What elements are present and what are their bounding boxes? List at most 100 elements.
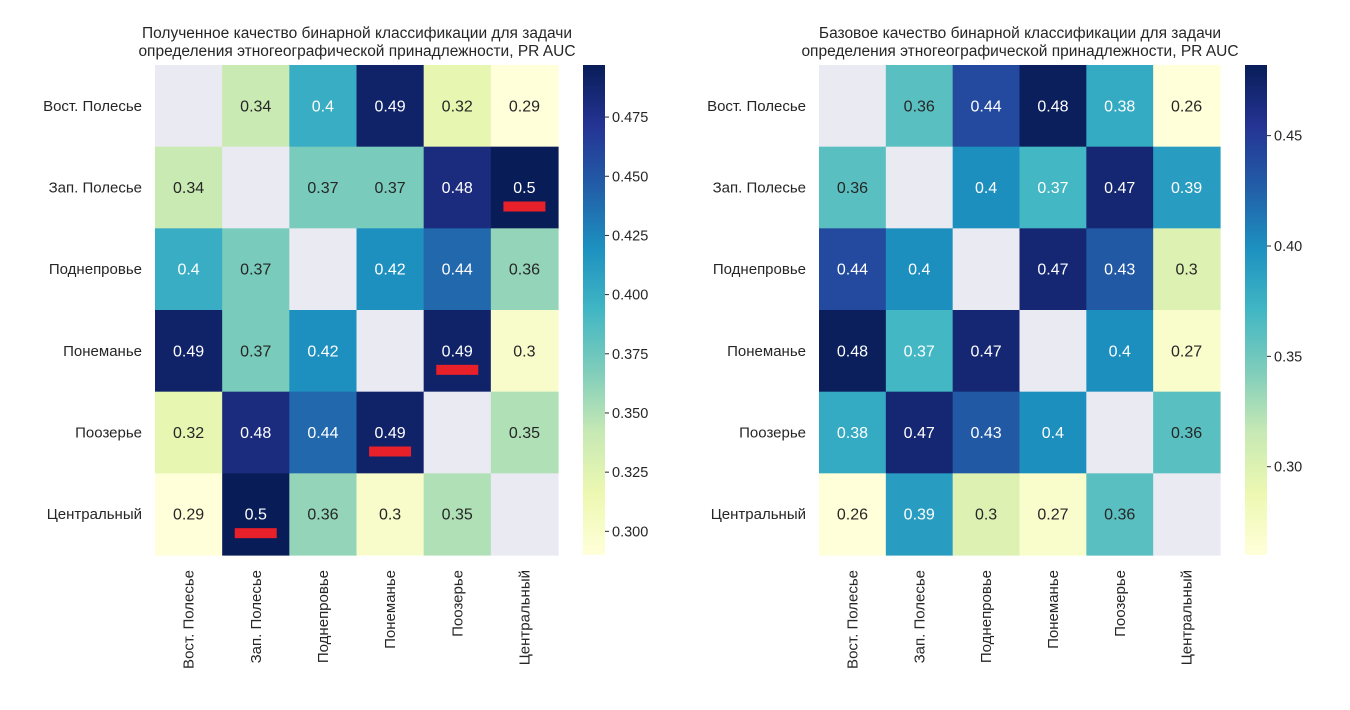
cell-value-label: 0.26 [1171, 98, 1202, 115]
heatmap-cell [222, 228, 290, 311]
heatmap-cell [356, 65, 425, 148]
cell-value-label: 0.49 [442, 343, 473, 360]
cell-value-label: 0.3 [975, 507, 997, 524]
row-tick-label: Понеманье [63, 343, 142, 360]
heatmap-cell [1086, 391, 1154, 474]
cell-value-label: 0.29 [173, 507, 204, 524]
heatmap-cell [952, 391, 1021, 474]
cell-value-label: 0.43 [971, 425, 1002, 442]
heatmap-cell [356, 310, 425, 393]
cell-value-label: 0.4 [1109, 343, 1131, 360]
heatmap-cell [1086, 146, 1154, 229]
cell-value-label: 0.36 [1104, 507, 1135, 524]
cell-value-label: 0.36 [1171, 425, 1202, 442]
colorbar-tick-label: 0.450 [612, 169, 648, 185]
cell-value-label: 0.3 [1175, 262, 1197, 279]
row-tick-label: Поднепровье [713, 261, 806, 278]
heatmap-cell [819, 65, 887, 148]
heatmap-cell [356, 391, 425, 474]
colorbar [583, 65, 605, 555]
heatmap-cell [1153, 228, 1221, 311]
cell-value-label: 0.36 [904, 98, 935, 115]
heatmap-cell [490, 473, 559, 556]
heatmap-cell [222, 146, 290, 229]
heatmap-cell [423, 228, 492, 311]
cell-value-label: 0.47 [1037, 262, 1068, 279]
row-tick-label: Поозерье [739, 425, 806, 442]
colorbar-tick-label: 0.350 [612, 406, 648, 422]
cell-value-label: 0.4 [908, 262, 930, 279]
cell-value-label: 0.5 [245, 507, 267, 524]
highlight-marker [369, 446, 412, 457]
column-tick-label: Поозерье [1112, 570, 1129, 637]
colorbar-tick-label: 0.375 [612, 347, 648, 363]
cell-value-label: 0.49 [173, 343, 204, 360]
heatmap-cell [155, 310, 223, 393]
heatmap-cell [1086, 228, 1154, 311]
cell-value-label: 0.34 [240, 98, 271, 115]
heatmap-cell [490, 391, 559, 474]
cell-value-label: 0.42 [375, 262, 406, 279]
heatmap-cell [289, 228, 358, 311]
heatmap-cell [1019, 146, 1087, 229]
colorbar-tick-label: 0.45 [1274, 129, 1302, 145]
cell-value-label: 0.36 [509, 262, 540, 279]
heatmap-cell [423, 473, 492, 556]
heatmap-cell [952, 310, 1021, 393]
cell-value-label: 0.43 [1104, 262, 1135, 279]
heatmap-cell [356, 146, 425, 229]
heatmap-cell [222, 473, 290, 556]
heatmap-cell [885, 473, 954, 556]
cell-value-label: 0.4 [177, 262, 199, 279]
heatmap-cell [423, 310, 492, 393]
heatmap-cell [819, 391, 887, 474]
row-tick-label: Понеманье [727, 343, 806, 360]
heatmap-cell [819, 473, 887, 556]
heatmap-cell [155, 65, 223, 148]
column-tick-label: Зап. Полесье [248, 570, 265, 663]
cell-value-label: 0.36 [307, 507, 338, 524]
row-tick-label: Центральный [711, 506, 806, 523]
cell-value-label: 0.48 [240, 425, 271, 442]
cell-value-label: 0.37 [1037, 180, 1068, 197]
heatmap-cell [1019, 473, 1087, 556]
heatmap-cell [952, 228, 1021, 311]
cell-value-label: 0.34 [173, 180, 204, 197]
heatmap-cell [885, 310, 954, 393]
cell-value-label: 0.47 [971, 343, 1002, 360]
heatmap-cell [1153, 146, 1221, 229]
column-tick-label: Центральный [1179, 570, 1196, 665]
colorbar-tick-label: 0.30 [1274, 460, 1302, 476]
heatmap-cell [289, 146, 358, 229]
row-tick-label: Вост. Полесье [707, 98, 806, 115]
colorbar-tick-label: 0.40 [1274, 239, 1302, 255]
column-tick-label: Вост. Полесье [181, 570, 198, 669]
column-tick-label: Понеманье [382, 570, 399, 649]
cell-value-label: 0.44 [442, 262, 473, 279]
cell-value-label: 0.37 [904, 343, 935, 360]
colorbar-tick-label: 0.425 [612, 228, 648, 244]
heatmap-cell [289, 310, 358, 393]
heatmap-cell [222, 65, 290, 148]
cell-value-label: 0.3 [379, 507, 401, 524]
highlight-marker [436, 364, 479, 375]
heatmap-cell [1153, 310, 1221, 393]
cell-value-label: 0.32 [442, 98, 473, 115]
column-tick-label: Поднепровье [978, 570, 995, 663]
cell-value-label: 0.48 [1037, 98, 1068, 115]
column-tick-label: Зап. Полесье [911, 570, 928, 663]
heatmap-cell [819, 146, 887, 229]
chart-title-line-2: определения этногеографической принадлеж… [138, 43, 575, 60]
heatmap-cell [952, 65, 1021, 148]
cell-value-label: 0.27 [1171, 343, 1202, 360]
cell-value-label: 0.47 [1104, 180, 1135, 197]
heatmap-cell [1019, 65, 1087, 148]
heatmap-cell [490, 146, 559, 229]
cell-value-label: 0.32 [173, 425, 204, 442]
colorbar-tick-label: 0.400 [612, 288, 648, 304]
heatmap-cell [1019, 228, 1087, 311]
cell-value-label: 0.35 [509, 425, 540, 442]
row-tick-label: Поднепровье [49, 261, 142, 278]
